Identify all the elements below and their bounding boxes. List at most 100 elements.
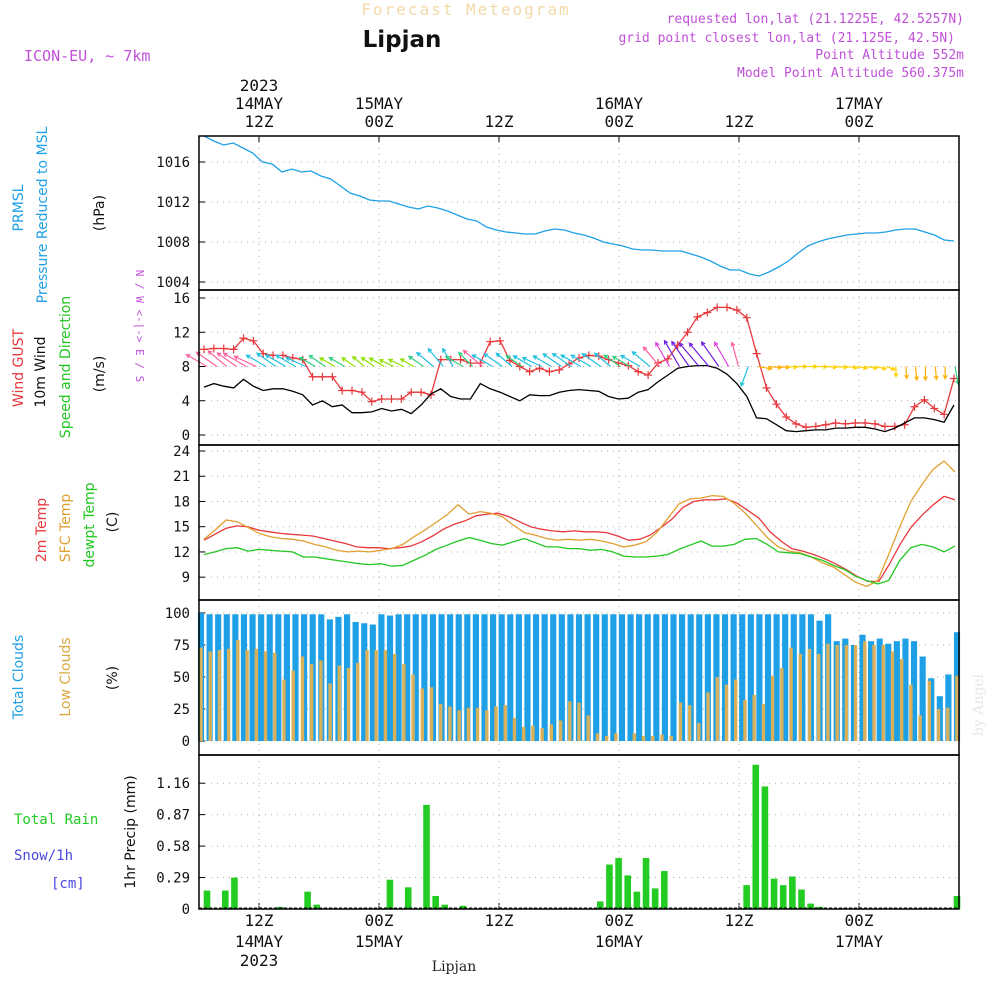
- gust-marker-50: [693, 312, 702, 321]
- wind-arrow-44: [619, 354, 641, 368]
- wind-arrow-31: [495, 352, 513, 367]
- low-clouds-label: Low Clouds: [58, 637, 74, 716]
- total-cloud-bar-27: [429, 614, 437, 741]
- wind-arrow-74: [933, 366, 939, 381]
- y-tick-label-temperature-1: 12: [173, 545, 190, 561]
- wind-arrow-61: [807, 364, 819, 369]
- rain-bar-22: [404, 887, 412, 909]
- low-cloud-bar-10: [291, 670, 295, 741]
- total-cloud-bar-70: [799, 614, 806, 741]
- pressure-frame: [198, 135, 960, 291]
- top-time-label-0-0: 2023: [240, 76, 279, 95]
- total-cloud-bar-32: [472, 614, 479, 741]
- wind-arrow-8: [264, 354, 287, 368]
- wind-arrow-33: [512, 355, 533, 368]
- total-cloud-bar-10: [283, 614, 290, 741]
- wind-arrow-67: [866, 365, 879, 371]
- pressure-side-labels: PRMSL Pressure Reduced to MSL (hPa): [11, 126, 108, 303]
- total-cloud-bar-65: [756, 614, 763, 741]
- gust-marker-58: [772, 400, 781, 409]
- y-tick-label-clouds-2: 50: [173, 670, 190, 686]
- gust-marker-75: [940, 410, 949, 419]
- total-cloud-bar-61: [721, 614, 729, 741]
- total-cloud-bar-48: [610, 614, 617, 741]
- wind-arrow-52: [700, 341, 720, 367]
- total-cloud-bar-11: [292, 614, 299, 741]
- wind-arrow-34: [521, 356, 542, 368]
- gust-marker-26: [456, 355, 465, 364]
- dewpt-line: [203, 536, 956, 585]
- low-cloud-bar-41: [577, 702, 581, 741]
- total-cloud-bar-62: [730, 614, 737, 741]
- top-time-label-2-2: 12Z: [485, 112, 514, 131]
- temperature-side-labels: 2m Temp SFC Temp dewpt Temp (C): [34, 482, 121, 567]
- low-cloud-bar-53: [687, 705, 692, 741]
- temp2m-label: 2m Temp: [34, 498, 50, 562]
- low-cloud-bar-5: [245, 650, 249, 741]
- y-tick-label-wind-3: 12: [173, 325, 190, 341]
- wind-arrow-47: [655, 341, 671, 367]
- bottom-time-label-0-2: 2023: [240, 951, 279, 970]
- total-cloud-bar-3: [223, 614, 230, 741]
- wind-arrow-23: [415, 351, 434, 367]
- snow-unit: [cm]: [51, 876, 85, 892]
- low-cloud-bar-18: [365, 650, 369, 741]
- total-cloud-bar-15: [326, 619, 333, 741]
- low-cloud-bar-31: [485, 710, 489, 741]
- rain-bar-28: [459, 905, 467, 909]
- low-cloud-bar-60: [752, 694, 756, 741]
- gust-marker-20: [397, 395, 406, 404]
- wind-arrow-69: [885, 365, 896, 371]
- low-cloud-bar-12: [309, 664, 314, 741]
- total-cloud-bar-24: [404, 614, 411, 741]
- total-cloud-bar-82: [902, 638, 909, 741]
- wind-arrow-6: [245, 354, 267, 368]
- gust-marker-54: [732, 305, 741, 314]
- y-tick-label-temperature-4: 21: [173, 469, 190, 485]
- total-cloud-bar-68: [782, 614, 789, 741]
- low-cloud-bar-48: [641, 735, 646, 741]
- gust-marker-63: [821, 420, 830, 429]
- low-cloud-bar-68: [826, 643, 830, 741]
- gust-marker-74: [930, 404, 939, 413]
- rain-bar-61: [761, 786, 769, 909]
- y-tick-label-wind-1: 4: [182, 394, 190, 410]
- total-cloud-bar-37: [515, 614, 522, 741]
- gust-marker-61: [801, 423, 810, 432]
- total-cloud-bar-57: [687, 614, 694, 741]
- pressure-unit: (hPa): [92, 195, 108, 231]
- total-cloud-bar-78: [868, 641, 875, 741]
- total-cloud-bar-46: [593, 614, 600, 741]
- total-cloud-bar-4: [232, 614, 239, 741]
- y-tick-label-temperature-5: 24: [173, 444, 190, 460]
- low-cloud-bar-7: [263, 651, 268, 741]
- rain-label: Total Rain: [14, 812, 98, 828]
- rain-bar-45: [615, 858, 622, 909]
- y-tick-label-temperature-3: 18: [173, 494, 190, 510]
- rain-bar-11: [304, 891, 311, 909]
- total-cloud-bar-52: [644, 614, 651, 741]
- wind-arrow-0: [185, 354, 208, 368]
- wind-panel: 0 4 8 12 16: [173, 289, 960, 446]
- gust-marker-13: [328, 372, 337, 381]
- wind-arrow-28: [462, 349, 483, 367]
- location-title: Lipjan: [363, 27, 442, 53]
- total-cloud-bar-66: [764, 614, 772, 741]
- low-cloud-bar-55: [706, 692, 710, 741]
- gust-marker-4: [239, 334, 248, 343]
- low-cloud-bar-3: [226, 648, 231, 741]
- total-cloud-bar-44: [575, 614, 583, 741]
- y-tick-label-clouds-4: 100: [165, 606, 190, 622]
- rain-bar-0: [203, 890, 211, 909]
- gust-marker-73: [920, 395, 929, 404]
- low-cloud-bar-63: [780, 668, 784, 741]
- y-tick-label-temperature-2: 15: [173, 520, 190, 536]
- top-time-label-0-2: 12Z: [245, 112, 274, 131]
- gust-marker-60: [792, 419, 801, 428]
- gust-marker-22: [417, 388, 426, 397]
- sfc-temp-label: SFC Temp: [58, 494, 74, 563]
- wind-arrow-72: [914, 366, 919, 382]
- wind-arrow-70: [893, 366, 899, 378]
- footer-location: Lipjan: [432, 959, 476, 975]
- low-cloud-bar-51: [669, 735, 673, 741]
